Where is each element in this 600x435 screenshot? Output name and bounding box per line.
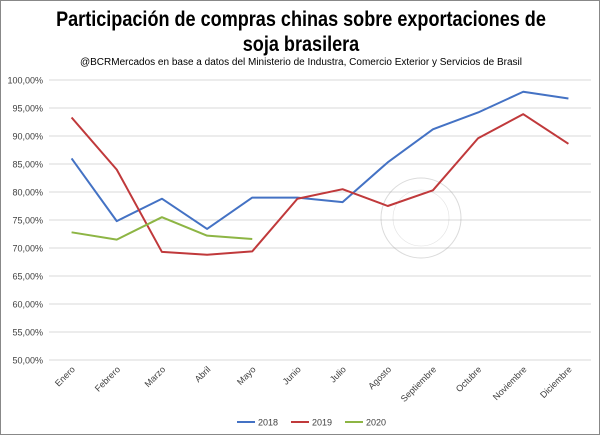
x-tick-label: Noviembre: [491, 364, 529, 402]
legend-label-2020: 2020: [366, 418, 386, 428]
chart-subtitle: @BCRMercados en base a datos del Ministe…: [79, 57, 522, 68]
series-line-2018: [70, 90, 569, 230]
watermark-circle: [380, 177, 462, 259]
y-tick-label: 50,00%: [12, 356, 43, 366]
x-tick-label: Abril: [193, 364, 213, 384]
x-tick-label: Mayo: [235, 364, 258, 387]
x-tick-label: Septiembre: [399, 364, 439, 404]
y-tick-label: 70,00%: [12, 244, 43, 254]
watermark-inner-circle: [392, 189, 450, 247]
chart-title: Participación de compras chinas sobre ex…: [43, 7, 559, 57]
y-tick-label: 65,00%: [12, 272, 43, 282]
x-tick-label: Agosto: [366, 364, 393, 391]
x-tick-label: Junio: [281, 364, 303, 386]
y-tick-label: 55,00%: [12, 328, 43, 338]
x-tick-label: Enero: [53, 364, 77, 388]
legend-label-2018: 2018: [258, 418, 278, 428]
title-line-2: soja brasilera: [242, 33, 360, 56]
series-line-2019: [70, 113, 569, 256]
y-tick-label: 80,00%: [12, 188, 43, 198]
y-tick-label: 75,00%: [12, 216, 43, 226]
legend-label-2019: 2019: [312, 418, 332, 428]
title-line-1: Participación de compras chinas sobre ex…: [56, 8, 546, 31]
x-tick-label: Octubre: [454, 364, 484, 394]
y-tick-label: 95,00%: [12, 104, 43, 114]
watermark-seal: [380, 177, 462, 259]
x-tick-label: Julio: [328, 364, 348, 384]
y-tick-label: 90,00%: [12, 132, 43, 142]
x-tick-label: Diciembre: [538, 364, 574, 400]
y-tick-label: 85,00%: [12, 160, 43, 170]
x-tick-label: Marzo: [143, 364, 168, 389]
x-tick-label: Febrero: [93, 364, 122, 393]
series-line-2020: [71, 216, 253, 241]
y-tick-label: 100,00%: [7, 76, 43, 86]
y-tick-label: 60,00%: [12, 300, 43, 310]
